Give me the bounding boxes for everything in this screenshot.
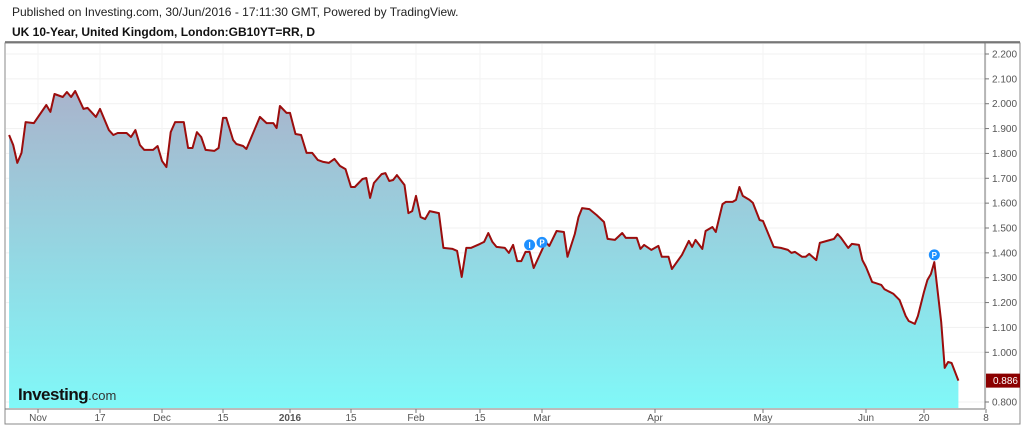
- x-tick-label: 8: [983, 413, 989, 424]
- event-label: P: [932, 251, 938, 260]
- event-badge-icon: [524, 239, 536, 251]
- logo-main: Investing: [18, 385, 89, 404]
- published-caption: Published on Investing.com, 30/Jun/2016 …: [12, 5, 459, 19]
- y-tick-label: 2.200: [992, 50, 1017, 61]
- event-marker-P[interactable]: P: [536, 236, 548, 248]
- y-tick-label: 1.000: [992, 348, 1017, 359]
- x-tick-label: Mar: [533, 413, 551, 424]
- y-tick-label: 2.100: [992, 74, 1017, 85]
- event-badge-icon: [536, 236, 548, 248]
- x-tick-label: Apr: [647, 413, 663, 424]
- y-tick-label: 1.700: [992, 174, 1017, 185]
- x-tick-label: Feb: [407, 413, 425, 424]
- x-tick-label: 20: [918, 413, 930, 424]
- y-tick-label: 1.800: [992, 149, 1017, 160]
- event-badge-icon: [928, 249, 940, 261]
- last-price-value: 0.886: [993, 376, 1018, 387]
- x-tick-label: Nov: [29, 413, 47, 424]
- x-tick-label: 17: [94, 413, 106, 424]
- x-tick-label: 15: [474, 413, 486, 424]
- chart-frame: [4, 42, 1021, 425]
- y-tick-label: 1.300: [992, 273, 1017, 284]
- event-label: P: [539, 238, 545, 247]
- y-tick-label: 1.600: [992, 199, 1017, 210]
- y-tick-label: 2.000: [992, 99, 1017, 110]
- y-tick-label: 1.500: [992, 224, 1017, 235]
- area-fill: [9, 91, 959, 408]
- x-tick-label: 15: [217, 413, 229, 424]
- last-price-label: 0.886: [986, 373, 1020, 388]
- x-tick-label: Dec: [153, 413, 171, 424]
- event-marker-P[interactable]: P: [928, 249, 940, 261]
- x-tick-label: Jun: [858, 413, 874, 424]
- y-tick-label: 1.900: [992, 124, 1017, 135]
- x-tick-label: May: [754, 413, 773, 424]
- event-marker-I[interactable]: I: [524, 239, 536, 251]
- symbol-title: UK 10-Year, United Kingdom, London:GB10Y…: [12, 25, 316, 39]
- event-label: I: [528, 241, 530, 250]
- y-tick-label: 1.400: [992, 248, 1017, 259]
- x-tick-label: 15: [345, 413, 357, 424]
- logo-suffix: .com: [88, 388, 117, 403]
- y-tick-label: 0.800: [992, 398, 1017, 409]
- y-tick-label: 1.200: [992, 298, 1017, 309]
- y-tick-label: 1.100: [992, 323, 1017, 334]
- investing-logo[interactable]: Investing.com: [18, 385, 116, 405]
- x-tick-label: 2016: [279, 413, 302, 424]
